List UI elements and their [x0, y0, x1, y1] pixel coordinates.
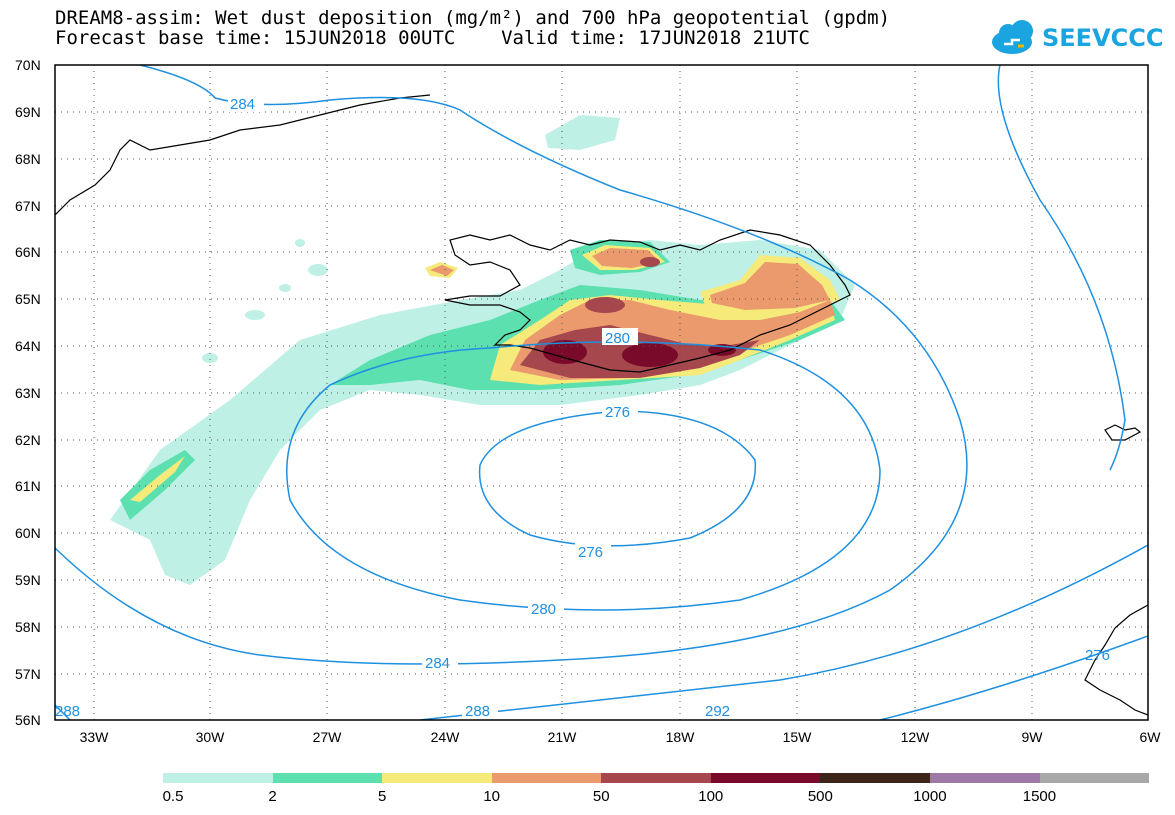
contour-label: 284: [425, 655, 450, 672]
lon-label: 33W: [80, 729, 110, 745]
contour-284: [55, 65, 968, 665]
plot-frame: [54, 64, 1149, 721]
lat-label: 63N: [15, 385, 41, 401]
legend-label: 1500: [1022, 788, 1057, 805]
legend-label: 10: [483, 788, 500, 805]
geopotential-contours: [55, 65, 1148, 720]
dust-spot: [295, 239, 305, 247]
contour-label: 288: [465, 703, 490, 720]
contour-label: 292: [705, 703, 730, 720]
lat-label: 57N: [15, 666, 41, 682]
lon-label: 9W: [1022, 729, 1044, 745]
legend-label: 5: [377, 788, 387, 805]
dust-spot: [202, 353, 218, 363]
lat-label: 70N: [15, 57, 41, 73]
contour-label-group: 284 280 276 276 280 284 288 288 292 276: [55, 95, 1110, 720]
lon-label: 18W: [666, 729, 696, 745]
dust-area-10-e: [710, 262, 830, 310]
contour-288: [419, 544, 1148, 720]
lat-label: 64N: [15, 338, 41, 354]
lat-label: 69N: [15, 104, 41, 120]
legend-swatch: [272, 773, 383, 783]
lon-label: 12W: [901, 729, 931, 745]
logo-text: SEEVCCC: [1042, 24, 1164, 52]
lon-label: 21W: [548, 729, 578, 745]
contour-label: 280: [605, 330, 630, 347]
longitude-labels: 33W 30W 27W 24W 21W 18W 15W 12W 9W 6W: [80, 729, 1162, 745]
contour-276: [478, 410, 757, 547]
contour-label: 276: [605, 404, 630, 421]
contour-label: 284: [230, 96, 255, 113]
lat-label: 58N: [15, 619, 41, 635]
color-legend: [163, 773, 1150, 783]
latitude-labels: 70N 69N 68N 67N 66N 65N 64N 63N 62N 61N …: [15, 57, 41, 728]
lat-label: 67N: [15, 198, 41, 214]
lon-label: 6W: [1140, 729, 1162, 745]
legend-swatch: [820, 773, 930, 783]
lon-label: 27W: [313, 729, 343, 745]
lon-label: 15W: [783, 729, 813, 745]
lat-label: 60N: [15, 525, 41, 541]
contour-280: [286, 341, 881, 611]
dust-area-50-spot: [640, 257, 660, 267]
legend-swatch: [1039, 773, 1150, 783]
lat-label: 61N: [15, 478, 41, 494]
map-title: DREAM8-assim: Wet dust deposition (mg/m²…: [55, 8, 890, 48]
iceland-coast: [444, 229, 851, 373]
lat-label: 59N: [15, 572, 41, 588]
legend-label: 1000: [913, 788, 947, 805]
legend-swatch: [710, 773, 821, 783]
legend-swatch: [382, 773, 492, 783]
legend-label: 500: [807, 788, 833, 805]
dust-area-lightest-2: [545, 115, 620, 150]
title-line-1: DREAM8-assim: Wet dust deposition (mg/m²…: [55, 7, 891, 29]
lat-label: 66N: [15, 244, 41, 260]
legend-label: 2: [268, 788, 277, 805]
scotland-coast: [1084, 604, 1148, 716]
dust-spot: [279, 284, 291, 292]
legend-label: 0.5: [162, 788, 184, 805]
coastlines: [55, 94, 1148, 716]
dust-area-5-sw: [130, 456, 185, 502]
title-line-2: Forecast base time: 15JUN2018 00UTC Vali…: [55, 27, 810, 49]
faroe-coast: [1104, 424, 1142, 441]
dust-area-10-nw: [430, 265, 454, 276]
legend-swatch: [601, 773, 711, 783]
legend-label: 100: [698, 788, 724, 805]
logo: [992, 20, 1033, 54]
dust-spot: [245, 310, 265, 320]
contour-288-west: [55, 704, 71, 720]
lat-label: 68N: [15, 151, 41, 167]
dust-spot: [308, 264, 328, 276]
contour-label: 276: [1085, 647, 1110, 664]
contour-label: 276: [578, 544, 603, 561]
legend-swatch: [491, 773, 602, 783]
lon-label: 30W: [196, 729, 226, 745]
cloud-icon: [992, 20, 1033, 54]
lon-label: 24W: [431, 729, 461, 745]
legend-labels: 0.5 2 5 10 50 100 500 1000 1500: [0, 788, 1175, 808]
contour-label: 280: [531, 601, 556, 618]
dust-field: [110, 115, 855, 585]
lat-label: 62N: [15, 432, 41, 448]
legend-swatch: [163, 773, 273, 783]
lat-label: 56N: [15, 712, 41, 728]
greenland-coast: [55, 94, 431, 216]
contour-label: 288: [55, 703, 80, 720]
legend-label: 50: [592, 788, 610, 805]
graticule: [55, 65, 1148, 720]
legend-swatch: [929, 773, 1040, 783]
contour-292: [879, 635, 1148, 720]
dust-area-100: [622, 343, 678, 367]
contour-276-east: [997, 65, 1126, 471]
dust-area-50-spot: [585, 297, 625, 313]
lat-label: 65N: [15, 291, 41, 307]
